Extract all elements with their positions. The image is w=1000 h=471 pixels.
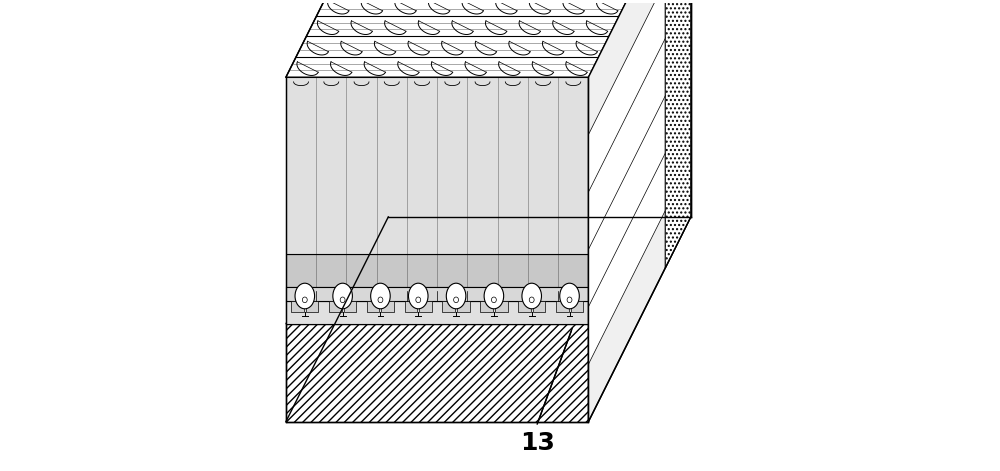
Polygon shape (533, 301, 545, 312)
Polygon shape (291, 301, 304, 312)
Polygon shape (665, 0, 691, 268)
Ellipse shape (454, 297, 459, 303)
Text: 13: 13 (520, 430, 555, 455)
Polygon shape (286, 77, 588, 254)
Polygon shape (442, 301, 455, 312)
Ellipse shape (333, 283, 352, 309)
Polygon shape (286, 324, 588, 422)
Ellipse shape (416, 297, 421, 303)
Polygon shape (405, 301, 417, 312)
Polygon shape (329, 301, 342, 312)
Polygon shape (495, 301, 508, 312)
Polygon shape (457, 301, 470, 312)
Polygon shape (286, 300, 588, 324)
Polygon shape (588, 45, 691, 307)
Ellipse shape (446, 283, 466, 309)
Polygon shape (571, 301, 583, 312)
Ellipse shape (378, 297, 383, 303)
Polygon shape (367, 301, 379, 312)
Polygon shape (588, 0, 691, 192)
Polygon shape (286, 300, 588, 319)
Polygon shape (286, 119, 691, 324)
Ellipse shape (295, 283, 315, 309)
Ellipse shape (340, 297, 345, 303)
Ellipse shape (371, 283, 390, 309)
Polygon shape (480, 301, 493, 312)
Polygon shape (518, 301, 531, 312)
Ellipse shape (529, 297, 534, 303)
Polygon shape (286, 254, 588, 287)
Polygon shape (306, 301, 318, 312)
Polygon shape (588, 0, 691, 250)
Ellipse shape (522, 283, 541, 309)
Polygon shape (419, 301, 432, 312)
Ellipse shape (302, 297, 307, 303)
Polygon shape (286, 0, 691, 77)
Ellipse shape (408, 283, 428, 309)
Polygon shape (286, 287, 588, 300)
Polygon shape (556, 301, 569, 312)
Ellipse shape (484, 283, 504, 309)
Ellipse shape (491, 297, 496, 303)
Ellipse shape (560, 283, 579, 309)
Polygon shape (286, 287, 588, 300)
Polygon shape (344, 301, 356, 312)
Ellipse shape (567, 297, 572, 303)
Polygon shape (381, 301, 394, 312)
Polygon shape (588, 0, 691, 422)
Polygon shape (588, 102, 691, 364)
